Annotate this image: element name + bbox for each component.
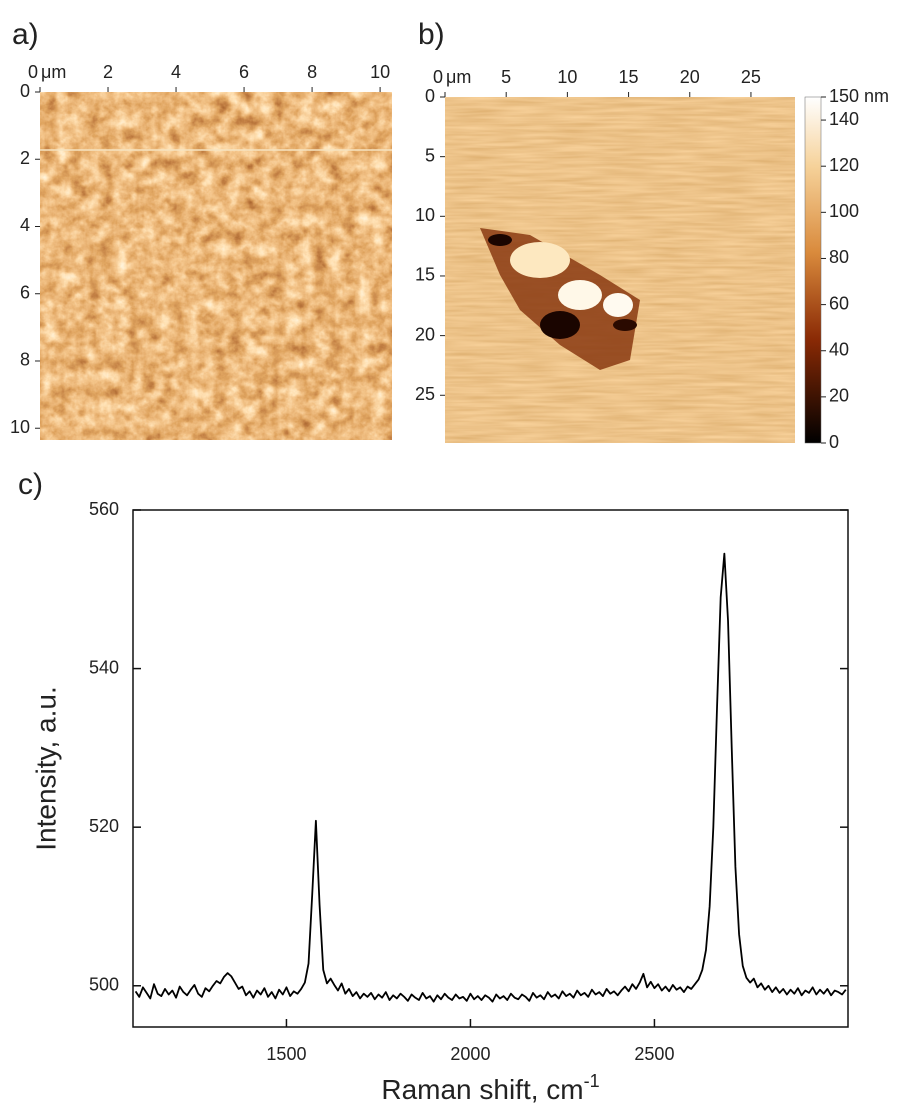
y-tick-label: 520	[89, 816, 119, 836]
flake-bright	[558, 280, 602, 310]
x-tick-label: 2	[103, 62, 113, 82]
flake-bright	[603, 293, 633, 317]
colorbar-tick-label: 100	[829, 201, 859, 221]
flake-bright	[510, 242, 570, 278]
y-tick-label: 5	[425, 145, 435, 165]
y-tick-label: 0	[425, 86, 435, 106]
afm-image-b	[445, 97, 795, 443]
colorbar-tick-label: 60	[829, 293, 849, 313]
x-tick-label: 15	[619, 67, 639, 87]
colorbar-tick-label: 150 nm	[829, 86, 889, 106]
x-tick-label: 6	[239, 62, 249, 82]
afm-image-a	[40, 92, 392, 440]
colorbar-tick-label: 80	[829, 247, 849, 267]
x-tick-label: 0	[433, 67, 443, 87]
y-tick-label: 15	[415, 265, 435, 285]
x-tick-label: 20	[680, 67, 700, 87]
y-tick-label: 4	[20, 215, 30, 235]
flake-dark	[540, 311, 580, 339]
y-tick-label: 6	[20, 282, 30, 302]
colorbar-tick-label: 120	[829, 155, 859, 175]
x-axis-title-text: Raman shift, cm	[381, 1074, 583, 1105]
panel-label: c)	[18, 468, 43, 501]
colorbar	[804, 96, 822, 444]
y-tick-label: 8	[20, 350, 30, 370]
panel-label: b)	[418, 18, 445, 51]
y-tick-label: 0	[20, 81, 30, 101]
y-tick-label: 540	[89, 657, 119, 677]
spectrum-line	[134, 552, 847, 1003]
y-tick-label: 20	[415, 324, 435, 344]
y-tick-label: 10	[10, 417, 30, 437]
x-tick-label: 25	[741, 67, 761, 87]
x-tick-label: 10	[370, 62, 390, 82]
flake-dark	[488, 234, 512, 246]
x-tick-label: 4	[171, 62, 181, 82]
y-tick-label: 2	[20, 148, 30, 168]
flake-dark	[613, 319, 637, 331]
x-tick-label: 2500	[634, 1044, 674, 1064]
x-axis-title-sup: -1	[584, 1071, 600, 1091]
x-tick-label: 10	[557, 67, 577, 87]
y-tick-label: 560	[89, 499, 119, 519]
x-tick-label: 5	[501, 67, 511, 87]
y-axis-title: Intensity, a.u.	[30, 686, 61, 850]
x-tick-label: 1500	[266, 1044, 306, 1064]
y-tick-label: 25	[415, 384, 435, 404]
colorbar-tick-label: 20	[829, 386, 849, 406]
colorbar-tick-label: 0	[829, 432, 839, 452]
y-tick-label: 500	[89, 975, 119, 995]
y-tick-label: 10	[415, 205, 435, 225]
panel-label: a)	[12, 18, 39, 51]
x-unit: μm	[41, 62, 66, 82]
x-tick-label: 8	[307, 62, 317, 82]
plot-frame	[132, 509, 849, 1028]
colorbar-tick-label: 40	[829, 339, 849, 359]
x-axis-title: Raman shift, cm-1	[381, 1071, 599, 1106]
x-tick-label: 2000	[450, 1044, 490, 1064]
colorbar-tick-label: 140	[829, 109, 859, 129]
x-unit: μm	[446, 67, 471, 87]
x-tick-label: 0	[28, 62, 38, 82]
afm-background	[445, 97, 795, 443]
